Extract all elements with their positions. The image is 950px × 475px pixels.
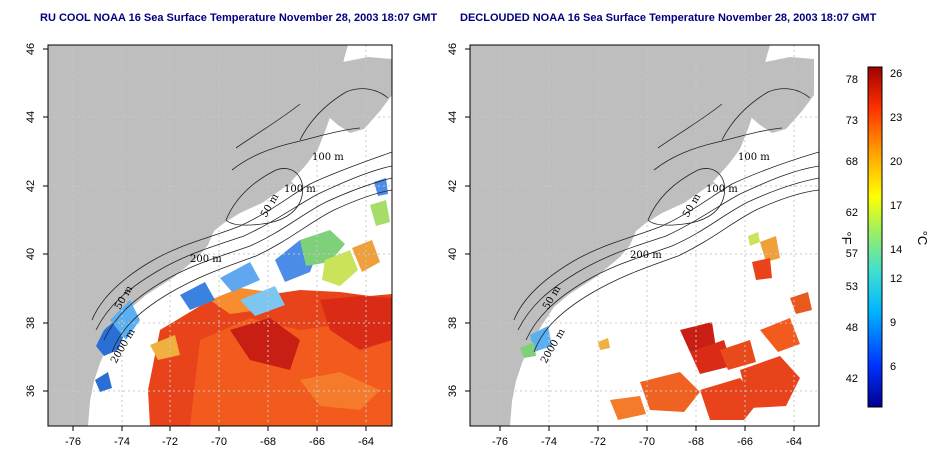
lon-tick-label: -72: [590, 436, 606, 448]
left-lat-axis: 36 38 40 42 44 46: [25, 43, 48, 397]
lon-tick-label: -66: [737, 436, 753, 448]
colorbar-fahrenheit-ticks: 78 73 68 62 57 53 48 42: [846, 74, 858, 385]
contour-label-100m-a: 100 m: [312, 152, 344, 163]
lon-tick-label: -74: [541, 436, 557, 448]
left-lon-axis: -76 -74 -72 -70 -68 -66 -64: [65, 426, 374, 448]
celsius-tick-label: 9: [890, 317, 896, 329]
right-lat-axis: 36 38 40 42 44 46: [447, 43, 470, 397]
lon-tick-label: -72: [162, 436, 178, 448]
lon-tick-label: -64: [358, 436, 374, 448]
lon-tick-label: -76: [65, 436, 81, 448]
fahrenheit-tick-label: 62: [846, 207, 858, 219]
celsius-tick-label: 20: [890, 156, 902, 168]
fahrenheit-tick-label: 68: [846, 156, 858, 168]
lon-tick-label: -76: [492, 436, 508, 448]
contour-label-100m-b: 100 m: [284, 184, 316, 195]
celsius-tick-label: 23: [890, 112, 902, 124]
colorbar-celsius-ticks: 26 23 20 17 14 12 9 6: [890, 68, 902, 373]
lon-tick-label: -66: [309, 436, 325, 448]
contour-label-200m: 200 m: [190, 254, 222, 265]
lat-tick-label: 40: [447, 248, 459, 260]
lat-tick-label: 36: [447, 385, 459, 397]
celsius-tick-label: 6: [890, 361, 896, 373]
celsius-tick-label: 26: [890, 68, 902, 80]
celsius-tick-label: 17: [890, 200, 902, 212]
contour-label-100m-b: 100 m: [706, 184, 738, 195]
lat-tick-label: 44: [25, 111, 37, 123]
left-map-title: RU COOL NOAA 16 Sea Surface Temperature …: [40, 12, 438, 24]
right-map-panel: 100 m 100 m 50 m 200 m 50 m 2000 m: [469, 44, 820, 427]
contour-label-200m: 200 m: [630, 250, 662, 261]
lat-tick-label: 36: [25, 385, 37, 397]
lat-tick-label: 40: [25, 248, 37, 260]
right-sst-data: [520, 232, 812, 420]
fahrenheit-tick-label: 42: [846, 373, 858, 385]
temperature-colorbar: 78 73 68 62 57 53 48 42 26 23 20 17 14 1…: [839, 66, 930, 408]
celsius-tick-label: 12: [890, 273, 902, 285]
fahrenheit-tick-label: 78: [846, 74, 858, 86]
right-map-title: DECLOUDED NOAA 16 Sea Surface Temperatur…: [460, 12, 877, 24]
lon-tick-label: -70: [639, 436, 655, 448]
left-map-panel: 100 m 100 m 50 m 200 m 50 m 2000 m: [47, 44, 393, 427]
lat-tick-label: 38: [447, 317, 459, 329]
fahrenheit-tick-label: 73: [846, 115, 858, 127]
lon-tick-label: -74: [114, 436, 130, 448]
contour-label-100m-a: 100 m: [738, 152, 770, 163]
fahrenheit-unit-label: °F: [839, 231, 854, 244]
celsius-unit-label: °C: [915, 231, 930, 246]
celsius-tick-label: 14: [890, 244, 902, 256]
fahrenheit-tick-label: 48: [846, 322, 858, 334]
lon-tick-label: -64: [786, 436, 802, 448]
left-bathymetry-contours: [91, 88, 392, 353]
lon-tick-label: -68: [688, 436, 704, 448]
lat-tick-label: 44: [447, 111, 459, 123]
lat-tick-label: 46: [447, 43, 459, 55]
lat-tick-label: 46: [25, 43, 37, 55]
fahrenheit-tick-label: 57: [846, 248, 858, 260]
right-lon-axis: -76 -74 -72 -70 -68 -66 -64: [492, 426, 802, 448]
fahrenheit-tick-label: 53: [846, 281, 858, 293]
lat-tick-label: 42: [25, 180, 37, 192]
lon-tick-label: -68: [260, 436, 276, 448]
lat-tick-label: 42: [447, 180, 459, 192]
lon-tick-label: -70: [211, 436, 227, 448]
right-bathymetry-contours: [513, 88, 819, 353]
lat-tick-label: 38: [25, 317, 37, 329]
